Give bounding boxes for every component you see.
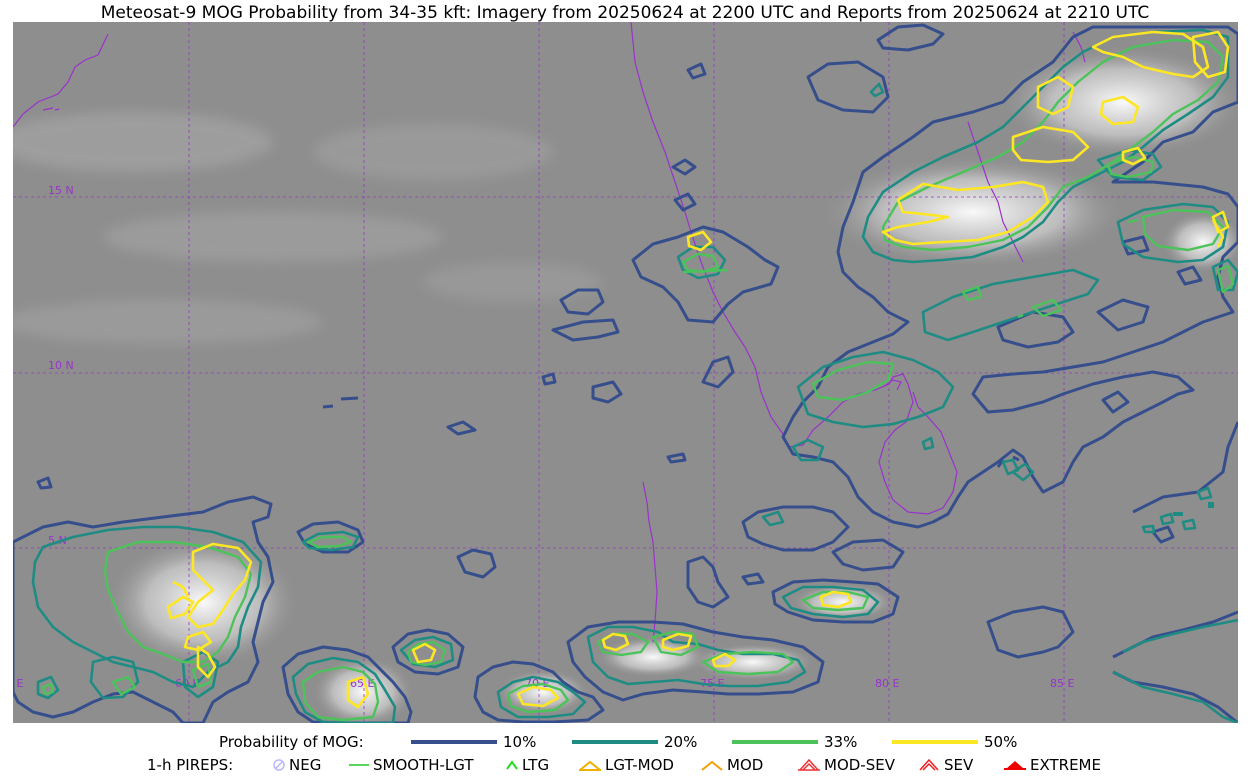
legend-item-33pct: 33% [732,733,857,751]
lat-label-10n: 10 N [48,359,74,372]
figure-title: Meteosat-9 MOG Probability from 34-35 kf… [100,3,1150,23]
legend-pirep-mod-sev-label: MOD-SEV [824,756,895,774]
lon-label-80e: 80 E [875,677,899,690]
legend-pirep-sev: SEV [917,756,973,774]
legend-pirep-neg-label: NEG [289,756,322,774]
smooth-lgt-icon [349,764,369,766]
lgt-mod-icon [579,760,601,771]
legend-pirep-lgt-mod: LGT-MOD [578,756,674,774]
contours-50pct [166,30,1230,709]
legend-pirep-mod: MOD [700,756,763,774]
neg-icon [273,759,285,771]
swatch-50pct [892,740,978,744]
legend-prob-label: Probability of MOG: [219,733,364,751]
mod-sev-icon [798,758,820,771]
pirep-markers [1173,502,1214,516]
legend-pirep-ltg-label: LTG [522,756,550,774]
legend-pirep-smooth-lgt: SMOOTH-LGT [348,756,474,774]
contours-33pct [41,38,1235,722]
lon-label-55e: 55 E [13,677,23,690]
cloud-texture [13,112,603,344]
legend-pirep-extreme: EXTREME [1003,756,1101,774]
legend-pirep-extreme-label: EXTREME [1030,756,1101,774]
swatch-20pct [572,740,658,744]
legend-item-20pct: 20% [572,733,697,751]
legend-label-50pct: 50% [984,733,1018,751]
sev-icon [919,758,939,771]
legend-item-50pct: 50% [892,733,1017,751]
extreme-icon [1004,761,1026,770]
legend-pirep-lgt-mod-label: LGT-MOD [605,756,674,774]
legend-label-33pct: 33% [824,733,858,751]
legend-pirep-smooth-lgt-label: SMOOTH-LGT [373,756,474,774]
swatch-10pct [411,740,497,744]
legend-item-10pct: 10% [411,733,536,751]
legend-label-20pct: 20% [664,733,698,751]
legend-pirep-neg: NEG [272,756,321,774]
legend-pirep-ltg: LTG [505,756,549,774]
swatch-33pct [732,740,818,744]
satellite-map[interactable]: 15 N 10 N 5 N 55 E 60 E 65 E 70 E 75 E 8… [13,22,1238,723]
lon-label-85e: 85 E [1050,677,1074,690]
lat-label-15n: 15 N [48,184,74,197]
legend-pirep-sev-label: SEV [944,756,974,774]
ltg-icon [506,760,518,770]
legend-pirep-label: 1-h PIREPS: [147,756,234,774]
legend-pireps: 1-h PIREPS: NEG SMOOTH-LGT LTG LGT-MOD M… [0,756,1250,776]
legend-probability: Probability of MOG: 10% 20% 33% 50% [0,733,1250,753]
mod-icon [701,760,723,771]
legend-label-10pct: 10% [503,733,537,751]
legend-pirep-mod-label: MOD [727,756,764,774]
legend-pirep-mod-sev: MOD-SEV [797,756,895,774]
